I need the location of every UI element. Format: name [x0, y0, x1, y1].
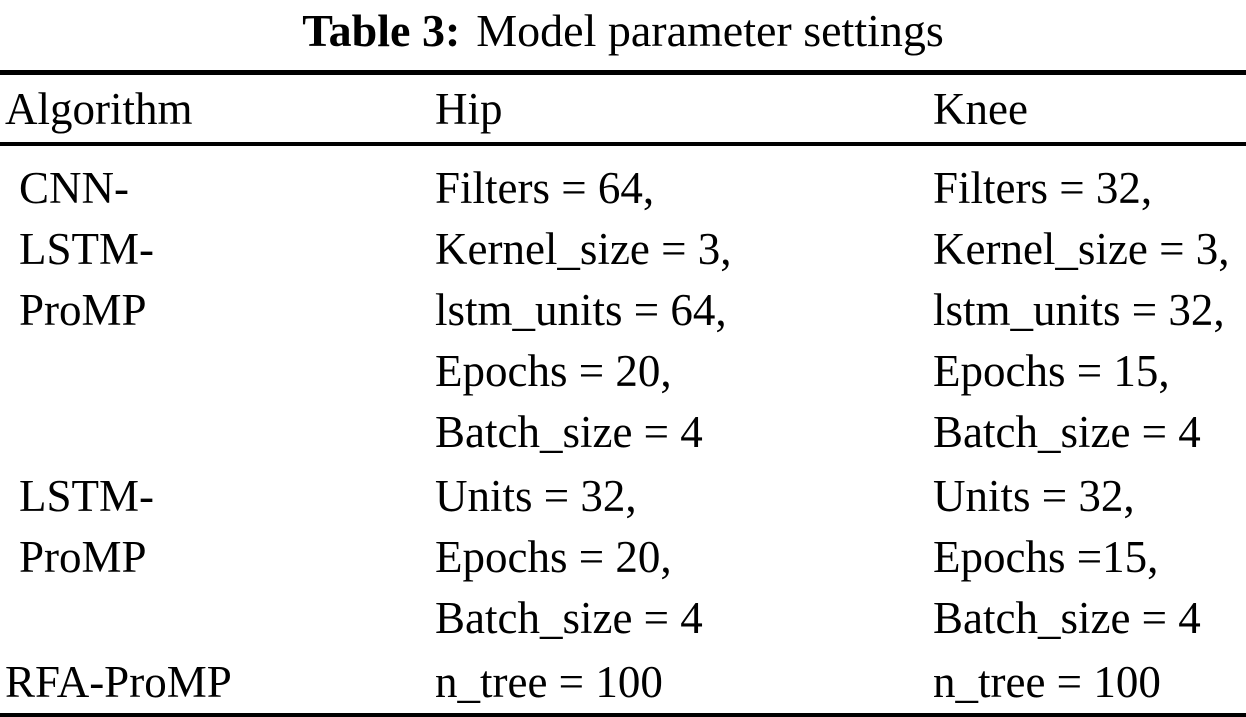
- parameter-table: Algorithm Hip Knee CNN- LSTM- ProMP Filt…: [0, 70, 1246, 717]
- cell-hip: Units = 32, Epochs = 20, Batch_size = 4: [435, 471, 703, 643]
- table-row-cnn-lstm-promp: CNN- LSTM- ProMP Filters = 64, Kernel_si…: [0, 144, 1246, 463]
- column-header-hip: Hip: [432, 72, 930, 146]
- table-row-rfa-promp: RFA-ProMP n_tree = 100 n_tree = 100: [0, 649, 1246, 716]
- table-header-row: Algorithm Hip Knee: [0, 72, 1246, 146]
- cell-algorithm: LSTM- ProMP: [19, 471, 154, 582]
- table-caption-label: Table 3:: [302, 5, 461, 56]
- cell-algorithm: CNN- LSTM- ProMP: [19, 163, 154, 335]
- cell-hip: Filters = 64, Kernel_size = 3, lstm_unit…: [435, 163, 732, 457]
- table-row-lstm-promp: LSTM- ProMP Units = 32, Epochs = 20, Bat…: [0, 463, 1246, 649]
- cell-knee: n_tree = 100: [933, 657, 1161, 707]
- column-header-algorithm: Algorithm: [0, 72, 432, 146]
- cell-algorithm: RFA-ProMP: [5, 657, 232, 707]
- table-caption-text: Model parameter settings: [476, 5, 944, 56]
- table-caption: Table 3: Model parameter settings: [0, 0, 1246, 70]
- column-header-knee: Knee: [930, 72, 1246, 146]
- cell-knee: Filters = 32, Kernel_size = 3, lstm_unit…: [933, 163, 1230, 457]
- cell-knee: Units = 32, Epochs =15, Batch_size = 4: [933, 471, 1201, 643]
- cell-hip: n_tree = 100: [435, 657, 663, 707]
